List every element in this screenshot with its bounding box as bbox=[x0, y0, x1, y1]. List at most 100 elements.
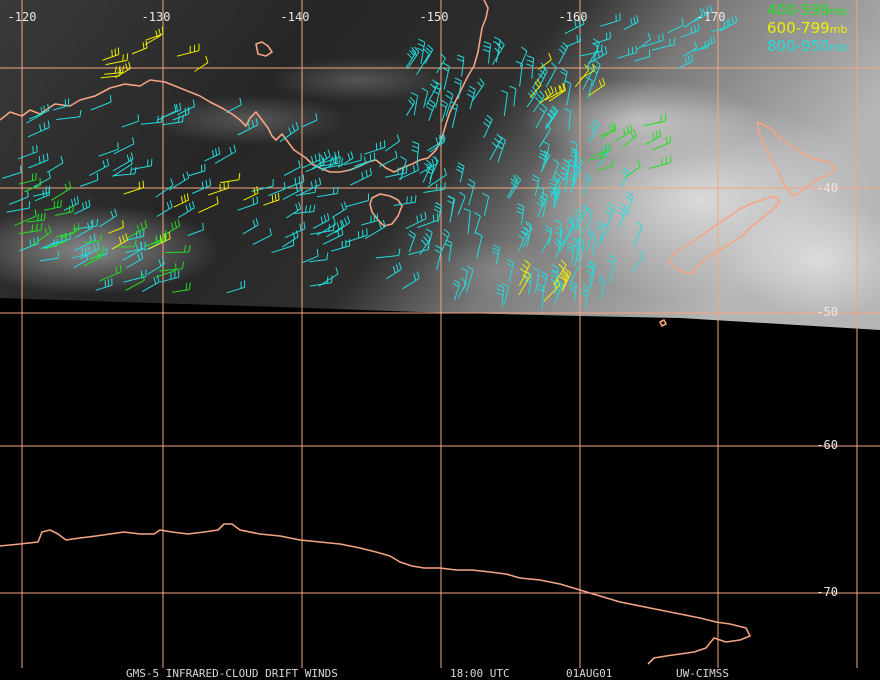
wind-barb bbox=[599, 123, 617, 137]
wind-barb bbox=[445, 90, 454, 117]
wind-barb bbox=[631, 249, 645, 273]
lat-label-60: -60 bbox=[816, 438, 838, 452]
wind-barb bbox=[595, 221, 604, 245]
wind-barb bbox=[535, 103, 548, 129]
wind-barb bbox=[168, 171, 190, 191]
wind-barb bbox=[121, 114, 139, 128]
lat-label-50: -50 bbox=[816, 305, 838, 319]
wind-barb bbox=[115, 61, 131, 79]
wind-barb bbox=[51, 181, 72, 201]
wind-barb bbox=[386, 262, 402, 280]
wind-barb bbox=[326, 220, 343, 238]
wind-barb bbox=[522, 223, 533, 248]
wind-barb bbox=[71, 246, 90, 259]
wind-barb bbox=[482, 192, 490, 216]
wind-barb bbox=[98, 208, 118, 228]
wind-barb bbox=[592, 31, 611, 45]
new-zealand-north-island bbox=[757, 121, 837, 197]
wind-barb bbox=[558, 41, 569, 65]
antarctica-coastline bbox=[0, 523, 751, 665]
wind-barb bbox=[489, 133, 503, 160]
wind-barb bbox=[284, 160, 301, 176]
wind-barb bbox=[564, 17, 585, 35]
wind-barb bbox=[683, 8, 703, 28]
wind-barb bbox=[14, 209, 37, 227]
wind-barb bbox=[545, 62, 558, 88]
wind-barb bbox=[614, 124, 633, 142]
wind-barb bbox=[519, 259, 531, 286]
wind-barb bbox=[533, 90, 545, 113]
wind-barb bbox=[444, 239, 453, 262]
wind-barb bbox=[605, 202, 615, 227]
wind-barb bbox=[43, 199, 62, 211]
wind-barb bbox=[122, 242, 143, 261]
wind-barb bbox=[515, 60, 523, 87]
wind-barb bbox=[402, 271, 420, 290]
longitude-labels: -120 -130 -140 -150 -160 -170 bbox=[8, 10, 726, 24]
wind-barb bbox=[108, 220, 124, 234]
wind-barb bbox=[63, 196, 80, 211]
small-island-2 bbox=[659, 319, 667, 327]
wind-barb bbox=[59, 222, 80, 239]
wind-barb bbox=[509, 85, 517, 107]
wind-barb bbox=[405, 96, 416, 117]
wind-barb bbox=[434, 245, 443, 271]
wind-barb bbox=[263, 192, 280, 206]
wind-barb bbox=[208, 181, 229, 196]
wind-barb bbox=[466, 85, 476, 110]
wind-barb bbox=[506, 259, 514, 283]
wind-barb bbox=[416, 38, 426, 65]
wind-barb bbox=[125, 229, 145, 241]
wind-barb bbox=[607, 254, 616, 282]
lon-label-170: -170 bbox=[697, 10, 726, 24]
wind-barb bbox=[644, 129, 662, 146]
wind-barb bbox=[449, 101, 458, 128]
lon-label-120: -120 bbox=[8, 10, 37, 24]
wind-barb bbox=[398, 163, 419, 180]
wind-barb bbox=[652, 135, 672, 151]
wind-barb bbox=[544, 106, 557, 129]
wind-barb bbox=[523, 270, 532, 295]
wind-barb bbox=[536, 195, 546, 218]
wind-barb bbox=[301, 152, 321, 169]
wind-barb bbox=[545, 105, 559, 130]
wind-barb bbox=[622, 129, 637, 148]
wind-barb bbox=[648, 155, 672, 169]
wind-barb bbox=[80, 241, 100, 259]
lon-label-130: -130 bbox=[142, 10, 171, 24]
wind-barb bbox=[310, 223, 335, 235]
wind-barb bbox=[146, 230, 167, 247]
wind-barb bbox=[27, 212, 46, 223]
wind-barb bbox=[440, 228, 450, 253]
wind-barb bbox=[617, 45, 637, 59]
wind-barb bbox=[474, 211, 481, 235]
wind-barb bbox=[496, 284, 505, 308]
lon-label-160: -160 bbox=[559, 10, 588, 24]
wind-barb bbox=[284, 221, 306, 239]
wind-barb bbox=[580, 284, 590, 309]
wind-barb bbox=[553, 259, 567, 285]
wind-barb bbox=[560, 167, 569, 193]
wind-barb bbox=[561, 268, 572, 292]
wind-barb bbox=[268, 181, 286, 197]
wind-barb bbox=[2, 165, 22, 179]
wind-barb bbox=[566, 242, 575, 262]
wind-barb bbox=[500, 89, 508, 116]
wind-barb bbox=[692, 40, 709, 52]
wind-barb bbox=[554, 219, 562, 244]
wind-barb bbox=[463, 208, 471, 235]
wind-barb bbox=[588, 233, 596, 256]
wind-barb bbox=[187, 222, 204, 237]
wind-barb bbox=[147, 257, 165, 275]
wind-barb bbox=[577, 237, 585, 261]
wind-barb bbox=[475, 232, 483, 259]
wind-barb bbox=[317, 155, 341, 168]
wind-barb bbox=[550, 270, 559, 295]
wind-barb bbox=[548, 83, 567, 102]
wind-barb bbox=[581, 173, 592, 195]
wind-barb bbox=[561, 219, 575, 246]
wind-barb bbox=[620, 167, 630, 188]
wind-barb bbox=[165, 245, 191, 254]
wind-barb bbox=[90, 95, 112, 111]
